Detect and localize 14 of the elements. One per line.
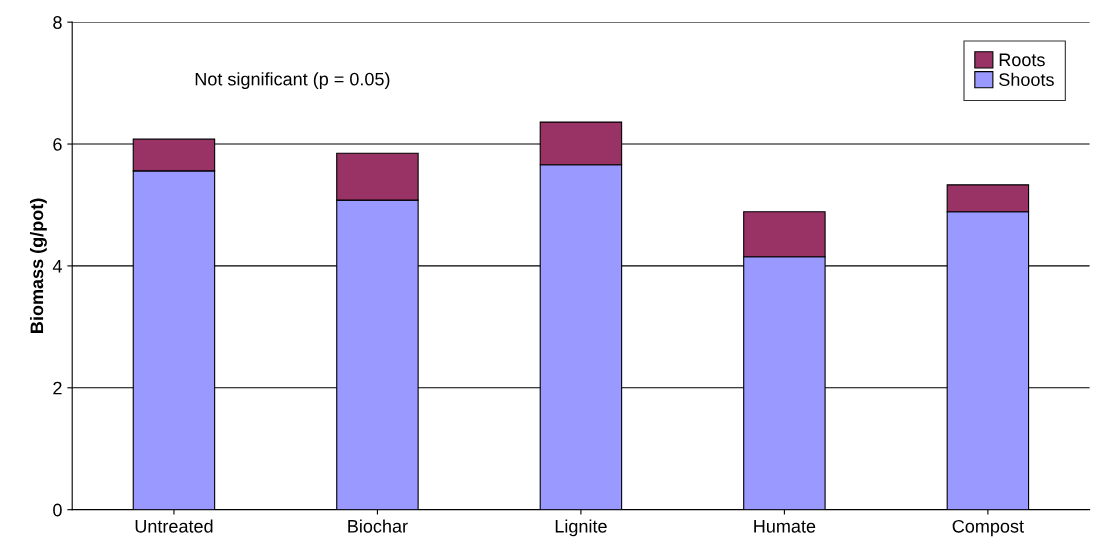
y-tick-label: 0	[53, 503, 62, 517]
y-tick-label: 4	[52, 260, 62, 273]
x-tick-label: Compost	[952, 519, 1024, 537]
y-tick-label: 8	[53, 16, 62, 29]
legend-label: Shoots	[999, 72, 1054, 87]
x-tick-label: Biochar	[348, 519, 408, 533]
y-tick-label: 6	[53, 137, 62, 151]
x-tick-label: Lignite	[555, 519, 607, 537]
legend-label: Roots	[999, 53, 1045, 67]
annotation: Not significant (p = 0.05)	[195, 72, 390, 90]
x-tick-label: Humate	[754, 520, 816, 533]
y-tick-label: 2	[53, 381, 62, 395]
y-axis-title: Biomass (g/pot)	[29, 198, 47, 333]
x-tick-label: Untreated	[135, 519, 213, 533]
